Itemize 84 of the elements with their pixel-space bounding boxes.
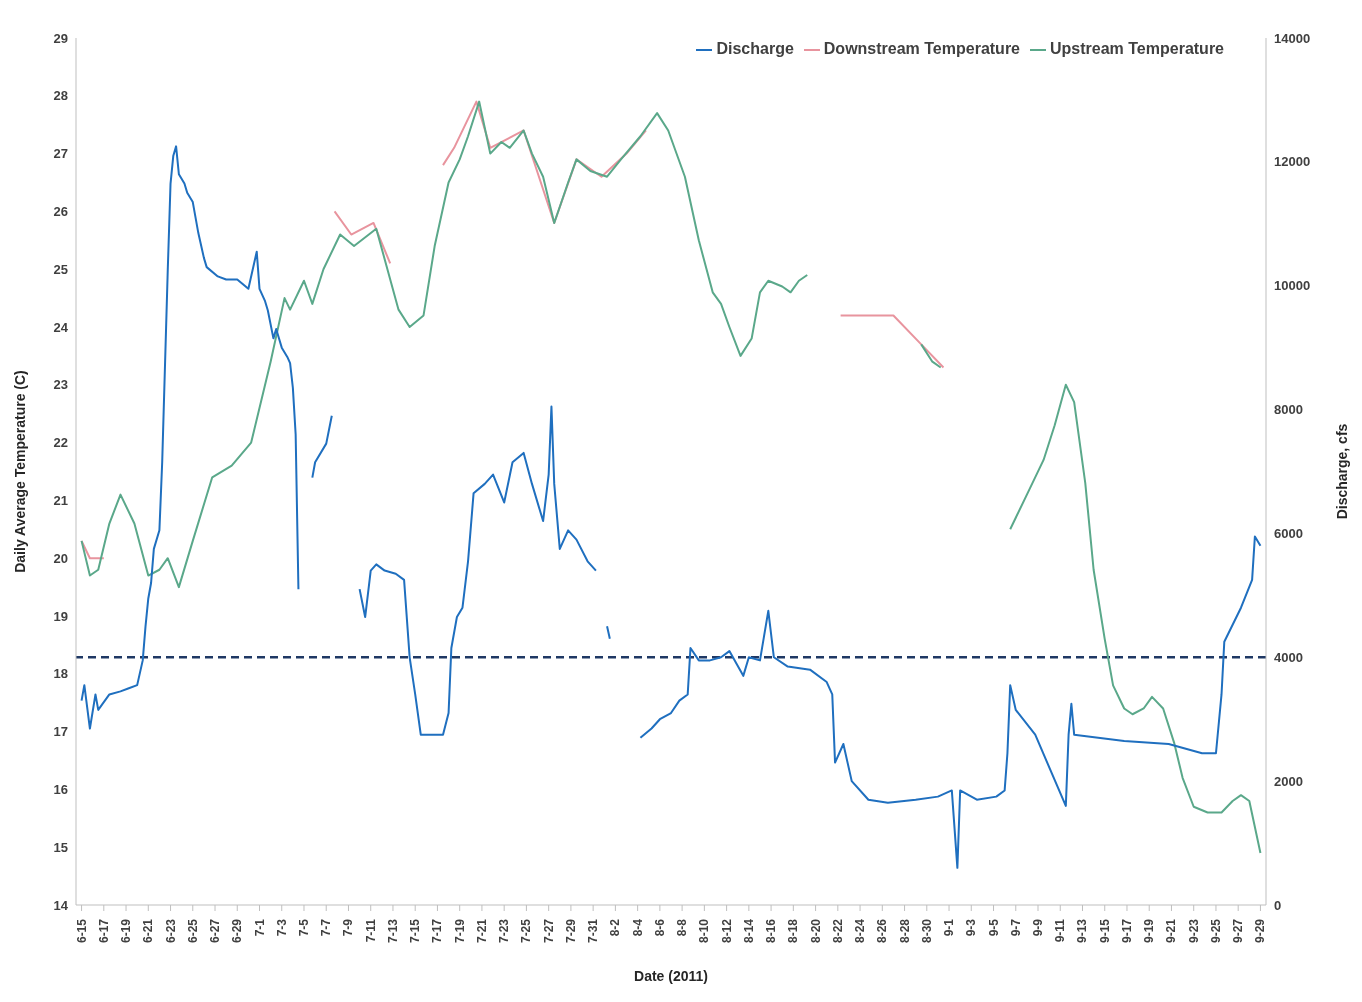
x-tick-label: 7-15 <box>408 918 423 944</box>
legend-label: Upstream Temperature <box>1050 40 1224 57</box>
y2-tick-label: 14000 <box>1274 30 1311 46</box>
y-tick-label: 14 <box>53 897 69 913</box>
y-tick-label: 29 <box>53 30 68 46</box>
y-tick-label: 21 <box>53 493 68 509</box>
y-tick-label: 18 <box>53 666 68 682</box>
y2-axis-title: Discharge, cfs <box>1333 423 1350 520</box>
x-tick-label: 9-7 <box>1008 918 1023 937</box>
x-tick-label: 7-31 <box>586 918 601 944</box>
x-tick-label: 7-19 <box>452 918 467 944</box>
y-tick-label: 20 <box>53 550 68 566</box>
x-tick-label: 7-1 <box>252 918 267 937</box>
y2-tick-label: 10000 <box>1274 278 1311 294</box>
x-tick-label: 8-10 <box>697 918 712 944</box>
y-tick-label: 27 <box>53 146 68 162</box>
y-tick-label: 25 <box>53 261 68 277</box>
x-tick-label: 8-28 <box>897 918 912 944</box>
x-tick-label: 9-9 <box>1031 918 1046 937</box>
y2-tick-label: 0 <box>1274 897 1282 913</box>
x-tick-label: 9-11 <box>1053 918 1068 943</box>
x-tick-label: 7-23 <box>497 918 512 944</box>
x-tick-label: 7-25 <box>519 918 534 944</box>
x-tick-label: 6-21 <box>141 918 156 944</box>
x-tick-label: 9-3 <box>964 918 979 937</box>
x-tick-label: 7-13 <box>385 918 400 944</box>
x-tick-label: 8-24 <box>853 918 868 944</box>
y2-tick-label: 8000 <box>1274 402 1303 418</box>
x-tick-label: 9-19 <box>1142 918 1157 944</box>
y-tick-label: 23 <box>53 377 68 393</box>
x-tick-label: 7-9 <box>341 918 356 937</box>
legend-label: Downstream Temperature <box>823 40 1021 57</box>
x-tick-label: 6-17 <box>96 918 111 944</box>
y-tick-label: 17 <box>53 724 68 740</box>
y2-tick-label: 4000 <box>1274 649 1303 665</box>
y2-tick-label: 2000 <box>1274 773 1303 789</box>
x-tick-label: 9-29 <box>1253 918 1268 944</box>
x-tick-label: 7-7 <box>319 918 334 937</box>
y-tick-label: 16 <box>53 782 68 798</box>
x-tick-label: 8-6 <box>652 918 667 937</box>
x-tick-label: 8-2 <box>608 918 623 937</box>
x-tick-label: 8-20 <box>808 918 823 944</box>
x-tick-label: 8-30 <box>919 918 934 944</box>
x-tick-label: 7-3 <box>274 918 289 937</box>
y-tick-label: 19 <box>53 608 68 624</box>
x-tick-label: 7-11 <box>363 918 378 943</box>
x-tick-label: 8-12 <box>719 918 734 944</box>
y2-tick-label: 6000 <box>1274 526 1303 542</box>
x-tick-label: 8-26 <box>875 918 890 944</box>
legend-label: Discharge <box>716 40 794 57</box>
x-tick-label: 7-21 <box>474 918 489 944</box>
x-tick-label: 9-15 <box>1097 918 1112 944</box>
x-tick-label: 9-1 <box>942 918 957 937</box>
x-tick-label: 6-29 <box>230 918 245 944</box>
y-tick-label: 26 <box>53 204 68 220</box>
x-tick-label: 6-27 <box>208 918 223 944</box>
x-tick-label: 9-27 <box>1231 918 1246 944</box>
x-tick-label: 8-8 <box>675 918 690 937</box>
x-tick-label: 8-4 <box>630 918 645 937</box>
x-tick-label: 6-23 <box>163 918 178 944</box>
y-tick-label: 28 <box>53 88 68 104</box>
x-tick-label: 8-18 <box>786 918 801 944</box>
x-tick-label: 9-17 <box>1119 918 1134 944</box>
x-tick-label: 9-25 <box>1208 918 1223 944</box>
x-axis-title: Date (2011) <box>634 968 708 984</box>
y-tick-label: 24 <box>53 319 69 335</box>
x-tick-label: 8-22 <box>830 918 845 944</box>
y2-tick-label: 12000 <box>1274 154 1311 170</box>
x-tick-label: 7-5 <box>296 918 311 937</box>
x-tick-label: 9-23 <box>1186 918 1201 944</box>
y-axis-title: Daily Average Temperature (C) <box>11 370 28 573</box>
x-tick-label: 9-13 <box>1075 918 1090 944</box>
x-tick-label: 7-29 <box>563 918 578 944</box>
x-tick-label: 7-27 <box>541 918 556 944</box>
x-tick-label: 8-16 <box>764 918 779 944</box>
y-tick-label: 15 <box>53 839 68 855</box>
x-tick-label: 9-5 <box>986 918 1001 937</box>
x-tick-label: 9-21 <box>1164 918 1179 944</box>
x-tick-label: 6-19 <box>119 918 134 944</box>
x-tick-label: 6-15 <box>74 918 89 944</box>
x-tick-label: 8-14 <box>741 918 756 944</box>
x-tick-label: 7-17 <box>430 918 445 944</box>
x-tick-label: 6-25 <box>185 918 200 944</box>
y-tick-label: 22 <box>53 435 68 451</box>
